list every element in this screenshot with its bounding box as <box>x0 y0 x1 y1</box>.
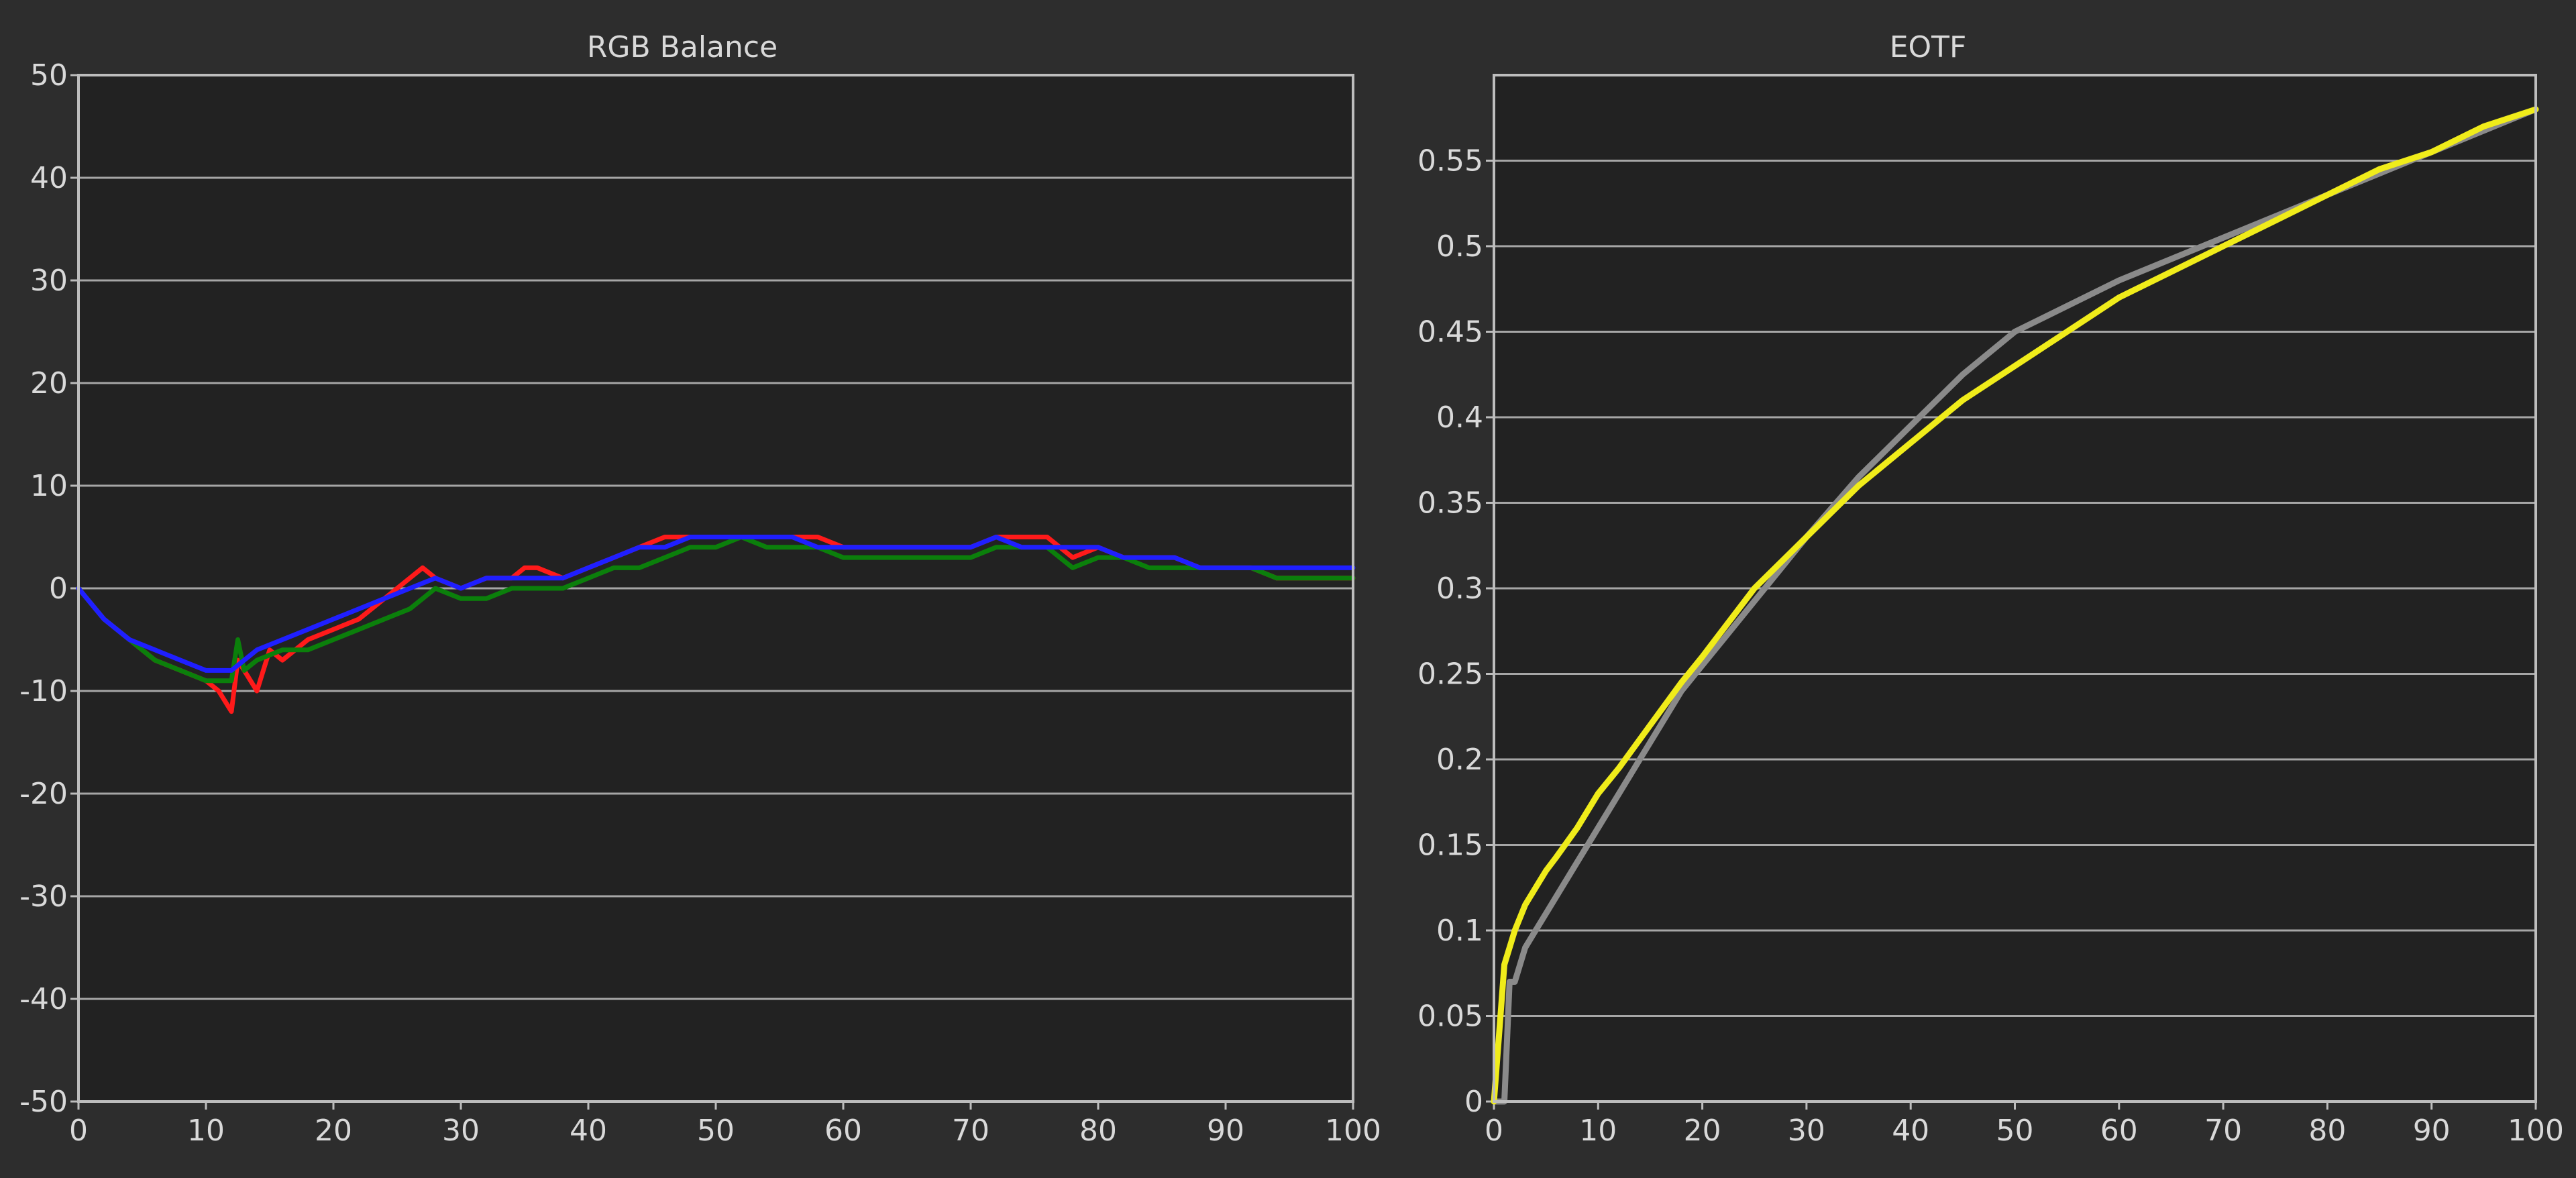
eotf-x-tick-label: 100 <box>2508 1114 2564 1148</box>
rgb-balance-y-tick-label: 20 <box>30 366 68 400</box>
eotf-x-tick-label: 0 <box>1485 1114 1503 1148</box>
rgb-balance-x-tick-label: 0 <box>69 1114 88 1148</box>
rgb-balance-x-tick-label: 90 <box>1207 1114 1244 1148</box>
eotf-x-tick-label: 20 <box>1684 1114 1721 1148</box>
rgb-balance-x-tick-label: 30 <box>442 1114 480 1148</box>
eotf-title: EOTF <box>1890 30 1967 64</box>
eotf-x-tick-label: 70 <box>2204 1114 2242 1148</box>
eotf-y-tick-label: 0.3 <box>1436 572 1483 606</box>
eotf-x-tick-label: 80 <box>2308 1114 2346 1148</box>
eotf-y-tick-label: 0.35 <box>1417 486 1483 521</box>
eotf-y-tick-labels: 0.55 0.5 0.45 0.4 0.35 0.3 0.25 0.2 0.15 0.1 0.05 0 <box>1417 144 1483 1120</box>
rgb-balance-y-tick-label: -40 <box>19 982 68 1016</box>
eotf-y-tick-label: 0.25 <box>1417 657 1483 692</box>
eotf-gridlines <box>1486 160 2537 1110</box>
eotf-y-tick-label: 0.45 <box>1417 315 1483 350</box>
eotf-series <box>1491 106 2539 1105</box>
eotf-y-tick-label: 0.55 <box>1417 144 1483 178</box>
rgb-balance-x-tick-label: 70 <box>952 1114 989 1148</box>
rgb-balance-y-tick-label: 50 <box>30 58 68 93</box>
rgb-balance-x-tick-label: 40 <box>570 1114 607 1148</box>
eotf-y-tick-label: 0 <box>1464 1085 1483 1119</box>
rgb-balance-y-tick-label: -50 <box>19 1085 68 1119</box>
rgb-balance-x-tick-label: 100 <box>1325 1114 1381 1148</box>
rgb-balance-x-tick-label: 20 <box>315 1114 352 1148</box>
eotf-x-tick-label: 50 <box>1996 1114 2034 1148</box>
eotf-frame <box>1493 74 2537 1103</box>
rgb-balance-series <box>76 535 1356 714</box>
rgb-balance-y-tick-label: 10 <box>30 469 68 503</box>
eotf-x-tick-labels: 0 10 20 30 40 50 60 70 80 90 100 <box>1485 1114 2564 1148</box>
eotf-x-tick-label: 60 <box>2100 1114 2138 1148</box>
rgb-balance-y-tick-label: 30 <box>30 264 68 298</box>
rgb-balance-x-tick-label: 60 <box>824 1114 862 1148</box>
eotf-gray-series-line <box>1491 106 2539 1105</box>
rgb-balance-y-tick-labels: 50 40 30 20 10 0 -10 -20 -30 -40 -50 <box>19 58 68 1119</box>
rgb-balance-y-tick-label: 0 <box>49 572 68 606</box>
eotf-yellow-series-line <box>1491 106 2539 1105</box>
rgb-balance-y-tick-label: 40 <box>30 161 68 195</box>
eotf-y-tick-label: 0.05 <box>1417 1000 1483 1034</box>
eotf-y-tick-label: 0.4 <box>1436 400 1483 435</box>
eotf-y-tick-label: 0.1 <box>1436 914 1483 948</box>
rgb-balance-x-tick-labels: 0 10 20 30 40 50 60 70 80 90 100 <box>69 1114 1381 1148</box>
rgb-balance-x-tick-label: 50 <box>697 1114 735 1148</box>
rgb-balance-y-tick-label: -30 <box>19 879 68 914</box>
eotf-x-tick-label: 40 <box>1892 1114 1929 1148</box>
eotf-x-tick-label: 10 <box>1579 1114 1617 1148</box>
eotf-y-tick-label: 0.2 <box>1436 743 1483 777</box>
rgb-balance-y-tick-label: -10 <box>19 674 68 708</box>
eotf-x-tick-label: 30 <box>1788 1114 1825 1148</box>
rgb-balance-blue-series-line <box>76 535 1356 673</box>
eotf-x-tick-label: 90 <box>2413 1114 2451 1148</box>
rgb-balance-title: RGB Balance <box>587 30 777 64</box>
eotf-y-tick-label: 0.15 <box>1417 828 1483 863</box>
rgb-balance-y-tick-label: -20 <box>19 777 68 811</box>
eotf-y-tick-label: 0.5 <box>1436 229 1483 264</box>
eotf-chart: EOTF 0.55 0.5 0.45 0.4 0.35 0.3 0.25 0.2 0.15 0.1… <box>1417 30 2564 1148</box>
rgb-balance-x-tick-label: 80 <box>1079 1114 1117 1148</box>
rgb-balance-x-tick-label: 10 <box>187 1114 225 1148</box>
rgb-balance-frame <box>77 74 1354 1103</box>
